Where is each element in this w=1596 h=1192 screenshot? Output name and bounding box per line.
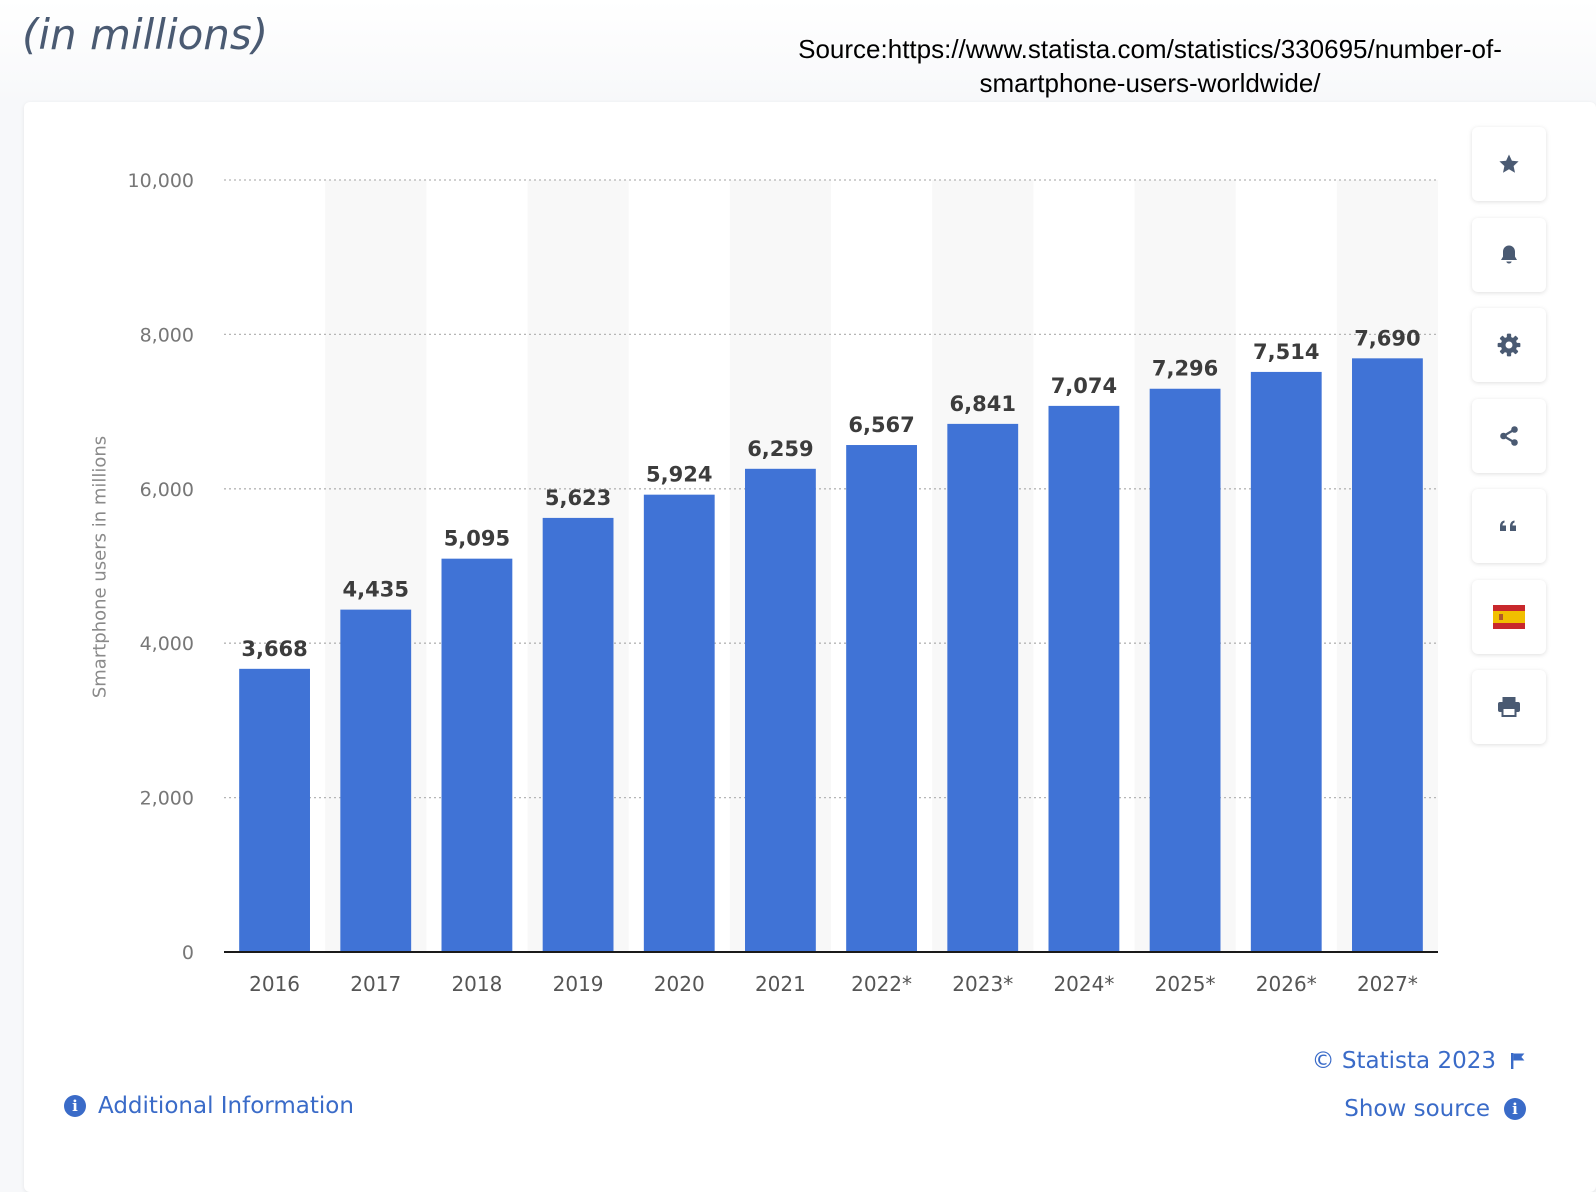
y-tick-label: 8,000: [140, 324, 194, 346]
cite-button[interactable]: [1472, 489, 1546, 563]
x-tick-label: 2021: [755, 972, 806, 996]
print-button[interactable]: [1472, 670, 1546, 744]
data-label: 3,668: [241, 637, 307, 661]
bell-icon: [1501, 245, 1517, 264]
show-source-link[interactable]: Show source i: [1344, 1096, 1526, 1122]
bar: [947, 423, 1019, 953]
bar: [846, 445, 917, 952]
data-label: 4,435: [343, 578, 409, 602]
data-label: 7,074: [1051, 374, 1117, 398]
share-icon: [1500, 425, 1518, 446]
bar: [1048, 405, 1120, 952]
data-label: 7,514: [1253, 340, 1319, 364]
y-tick-label: 2,000: [140, 788, 194, 810]
data-label: 7,690: [1354, 326, 1420, 350]
printer-icon: [1498, 697, 1520, 717]
additional-information-link[interactable]: i Additional Information: [64, 1093, 354, 1119]
language-button[interactable]: [1472, 579, 1546, 654]
data-label: 6,841: [950, 392, 1016, 416]
bar: [239, 668, 310, 952]
bar: [441, 558, 513, 952]
settings-button[interactable]: [1472, 308, 1546, 382]
top-strip: [0, 0, 1596, 102]
x-tick-label: 2017: [350, 972, 401, 996]
bar: [1250, 371, 1322, 952]
x-tick-label: 2020: [654, 972, 705, 996]
x-tick-label: 2026*: [1256, 972, 1317, 996]
page-heading: (in millions): [22, 10, 269, 59]
info-icon: i: [1504, 1098, 1526, 1120]
data-label: 5,623: [545, 486, 611, 510]
report-flag-icon[interactable]: [1510, 1052, 1526, 1070]
y-tick-label: 6,000: [140, 479, 194, 501]
bar: [643, 494, 715, 952]
source-note: Source:https://www.statista.com/statisti…: [798, 34, 1502, 98]
favorite-button[interactable]: [1472, 127, 1546, 201]
data-label: 6,259: [747, 437, 813, 461]
share-button[interactable]: [1472, 398, 1546, 473]
spain-flag-icon: [1493, 604, 1525, 629]
data-label: 5,924: [646, 463, 712, 487]
star-icon: [1499, 154, 1519, 173]
gear-icon: [1497, 333, 1521, 357]
bar: [340, 609, 412, 952]
copyright-line: © Statista 2023: [1312, 1048, 1526, 1074]
x-tick-label: 2019: [553, 972, 604, 996]
x-tick-label: 2018: [451, 972, 502, 996]
data-label: 7,296: [1152, 357, 1218, 381]
x-tick-label: 2027*: [1357, 972, 1418, 996]
data-label: 6,567: [848, 413, 914, 437]
bar: [542, 517, 614, 952]
bar: [1149, 388, 1221, 953]
data-label: 5,095: [444, 527, 510, 551]
x-tick-label: 2023*: [952, 972, 1013, 996]
y-tick-label: 4,000: [140, 633, 194, 655]
info-icon: i: [64, 1095, 86, 1117]
additional-information-label: Additional Information: [98, 1093, 354, 1119]
x-tick-label: 2024*: [1053, 972, 1114, 996]
quote-icon: [1500, 520, 1516, 531]
bar: [745, 468, 816, 952]
y-axis-label: Smartphone users in millions: [89, 435, 111, 699]
chart-toolbar: [1472, 127, 1546, 761]
bar: [1352, 358, 1423, 952]
x-tick-label: 2022*: [851, 972, 912, 996]
x-tick-label: 2025*: [1155, 972, 1216, 996]
notification-button[interactable]: [1472, 217, 1546, 292]
show-source-label: Show source: [1344, 1096, 1490, 1122]
x-tick-label: 2016: [249, 972, 300, 996]
y-tick-label: 10,000: [128, 170, 194, 192]
y-tick-label: 0: [182, 942, 194, 964]
copyright-label: © Statista 2023: [1311, 1048, 1496, 1074]
